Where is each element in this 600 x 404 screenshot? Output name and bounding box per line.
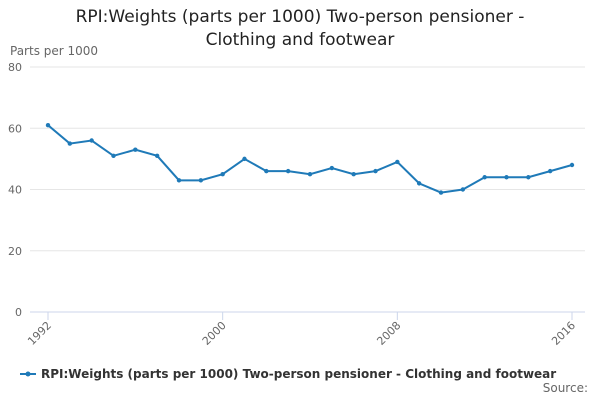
legend-symbol-dot [25, 371, 31, 377]
x-tick-label: 2000 [200, 319, 229, 348]
y-tick-label: 20 [8, 245, 22, 258]
x-tick-label: 1992 [25, 319, 54, 348]
y-axis-label: Parts per 1000 [10, 44, 98, 58]
y-tick-label: 80 [8, 61, 22, 74]
x-tick-label: 2016 [549, 319, 578, 348]
data-point [351, 171, 356, 177]
y-tick-label: 40 [8, 184, 22, 197]
data-point [45, 122, 51, 128]
chart-title: RPI:Weights (parts per 1000) Two-person … [75, 7, 525, 50]
data-point [569, 162, 575, 168]
data-point [307, 171, 313, 177]
source: Source: [543, 381, 588, 395]
data-point [154, 153, 160, 159]
data-point [526, 175, 531, 180]
data-point [242, 156, 247, 162]
data-point [547, 168, 553, 174]
data-point [373, 168, 378, 174]
data-point [176, 178, 182, 183]
x-tick-label: 2008 [374, 319, 403, 348]
data-point [416, 181, 422, 186]
data-point [285, 168, 291, 174]
data-point [198, 178, 204, 183]
data-point [460, 187, 466, 192]
data-point [67, 141, 73, 146]
data-point [133, 147, 138, 152]
data-point [504, 175, 509, 180]
data-point [438, 190, 444, 195]
y-tick-label: 0 [15, 306, 22, 319]
data-point [220, 171, 225, 177]
data-point [482, 175, 487, 180]
data-point [111, 153, 116, 159]
data-point [395, 159, 400, 165]
legend-label: RPI:Weights (parts per 1000) Two-person … [41, 367, 556, 381]
y-tick-label: 60 [8, 122, 22, 135]
data-point [329, 165, 335, 171]
series-line [47, 124, 573, 194]
data-point [264, 168, 269, 174]
data-point [89, 138, 94, 143]
